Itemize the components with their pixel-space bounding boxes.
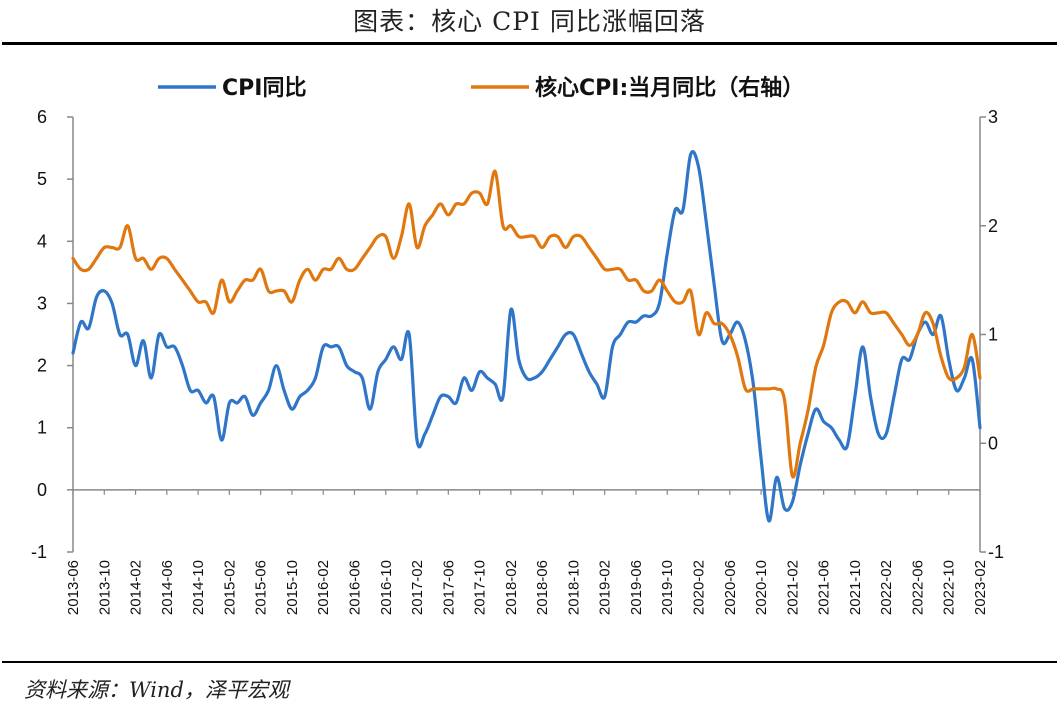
x-tick-label: 2020-10	[753, 560, 770, 615]
x-tick-label: 2019-06	[628, 560, 645, 615]
x-tick-label: 2014-06	[159, 560, 176, 615]
x-tick-label: 2015-02	[221, 560, 238, 615]
x-tick-label: 2015-10	[284, 560, 301, 615]
x-tick-label: 2022-10	[941, 560, 958, 615]
x-tick-label: 2016-02	[315, 560, 332, 615]
x-tick-label: 2016-10	[378, 560, 395, 615]
x-tick-label: 2021-06	[816, 560, 833, 615]
x-axis-ticks: 2013-06 2013-10 2014-02 2014-06 2014-10 2015-…	[65, 489, 989, 615]
left-tick-label: 4	[37, 231, 47, 251]
x-tick-label: 2022-06	[909, 560, 926, 615]
bottom-rule	[2, 661, 1057, 663]
left-tick-label: 2	[37, 356, 47, 376]
top-rule	[2, 42, 1057, 45]
x-tick-label: 2017-02	[409, 560, 426, 615]
x-tick-label: 2018-10	[565, 560, 582, 615]
legend-label: 核心CPI:当月同比（右轴）	[535, 75, 804, 101]
right-tick-label: 1	[988, 325, 998, 345]
right-axis-ticks: 3 2 1 0 -1	[980, 107, 1004, 562]
x-tick-label: 2021-02	[784, 560, 801, 615]
x-tick-label: 2017-10	[472, 560, 489, 615]
x-tick-label: 2022-02	[878, 560, 895, 615]
right-tick-label: 2	[988, 216, 998, 236]
core-cpi-line	[71, 169, 982, 479]
source-note: 资料来源：Wind，泽平宏观	[24, 678, 289, 702]
right-tick-label: -1	[988, 542, 1004, 562]
left-tick-label: 5	[37, 169, 47, 189]
x-tick-label: 2013-06	[65, 560, 82, 615]
x-tick-label: 2018-02	[503, 560, 520, 615]
series-lines	[71, 149, 982, 523]
x-tick-label: 2018-06	[534, 560, 551, 615]
axes-group	[72, 117, 981, 552]
x-tick-label: 2020-02	[691, 560, 708, 615]
left-tick-label: 1	[37, 418, 47, 438]
right-tick-label: 0	[988, 433, 998, 453]
x-tick-label: 2016-06	[346, 560, 363, 615]
x-tick-label: 2017-06	[440, 560, 457, 615]
x-tick-label: 2021-10	[847, 560, 864, 615]
x-tick-label: 2014-02	[128, 560, 145, 615]
left-tick-label: 6	[37, 107, 47, 127]
x-tick-label: 2015-06	[253, 560, 270, 615]
left-axis-ticks: 6 5 4 3 2 1 0 -1	[31, 107, 73, 562]
cpi-yoy-line	[71, 149, 982, 523]
x-tick-label: 2023-02	[972, 560, 989, 615]
x-tick-label: 2019-02	[597, 560, 614, 615]
x-tick-label: 2014-10	[190, 560, 207, 615]
x-tick-label: 2013-10	[96, 560, 113, 615]
x-tick-label: 2020-06	[722, 560, 739, 615]
x-tick-label: 2019-10	[659, 560, 676, 615]
legend: CPI同比 核心CPI:当月同比（右轴）	[158, 75, 804, 101]
right-tick-label: 3	[988, 107, 998, 127]
left-tick-label: -1	[31, 542, 47, 562]
chart-title: 图表：核心 CPI 同比涨幅回落	[353, 7, 706, 36]
left-tick-label: 3	[37, 293, 47, 313]
left-tick-label: 0	[37, 480, 47, 500]
legend-label: CPI同比	[222, 76, 306, 101]
